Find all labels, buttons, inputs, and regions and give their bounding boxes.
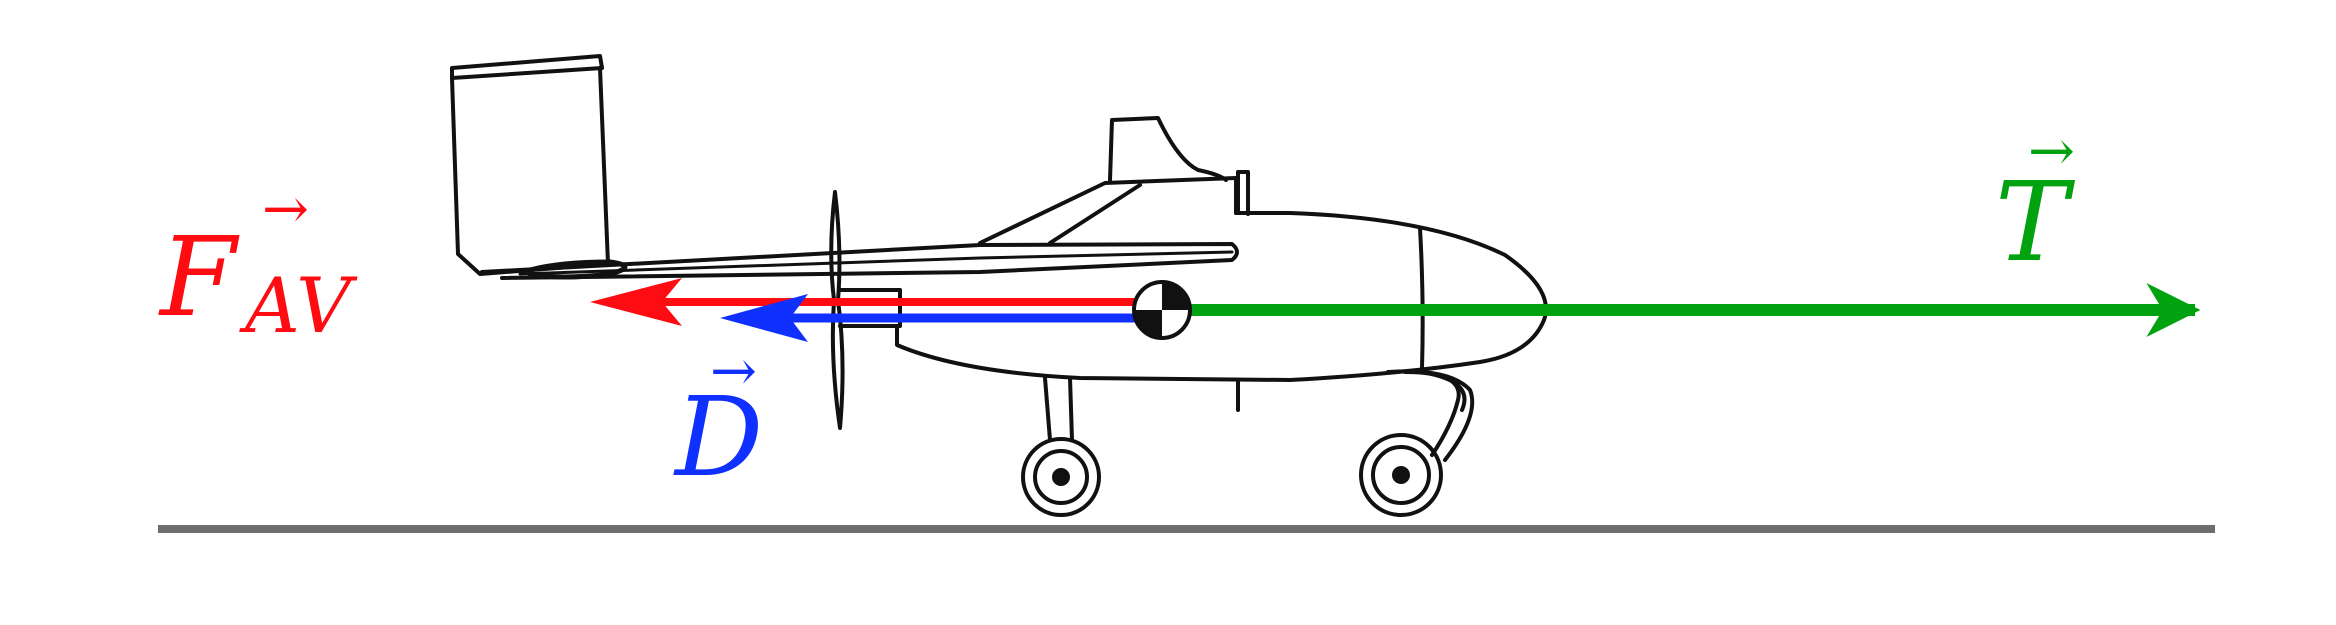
drag-head [720,294,808,342]
nose-wheel-tire [1021,437,1101,517]
front-wheel-force-label-arrow: → [262,177,309,242]
propeller [829,190,845,430]
nose-wheel-rim [1033,449,1089,505]
drag-label-symbol: D [673,373,763,501]
tail-plane [450,54,604,80]
fuselage [895,211,1548,382]
nose-wheel-hub [1052,468,1070,486]
drag-label-arrow: → [710,339,757,404]
wing-root [838,288,902,328]
drag-label: → D [673,339,763,501]
main-wheel-hub [1392,466,1410,484]
aircraft [450,54,1548,517]
tail-boom [480,242,1239,280]
main-wheel-tire [1359,433,1443,517]
front-wheel-force-head [590,278,682,326]
nose-gear-strut [1043,376,1074,442]
main-wheel-rim [1371,445,1431,505]
main-gear-leg [1386,369,1475,462]
tail-plane-root [527,259,628,280]
front-wheel-force-label: → F AV [158,177,358,350]
tail-plane-panel [450,66,610,276]
front-wheel-force-label-subscript: AV [239,261,358,350]
thrust-label: → T [1995,119,2076,286]
antenna [1236,170,1250,216]
thrust-label-arrow: → [2028,119,2075,184]
canopy [978,176,1238,245]
front-wheel-force-label-symbol: F [158,213,240,341]
thrust-label-symbol: T [1995,158,2076,286]
canopy-frame [1048,183,1142,245]
cg-symbol [1132,280,1192,340]
vertical-fin [1108,116,1228,182]
tail-boom-inner [518,250,1234,276]
cowling-line [1418,226,1425,370]
